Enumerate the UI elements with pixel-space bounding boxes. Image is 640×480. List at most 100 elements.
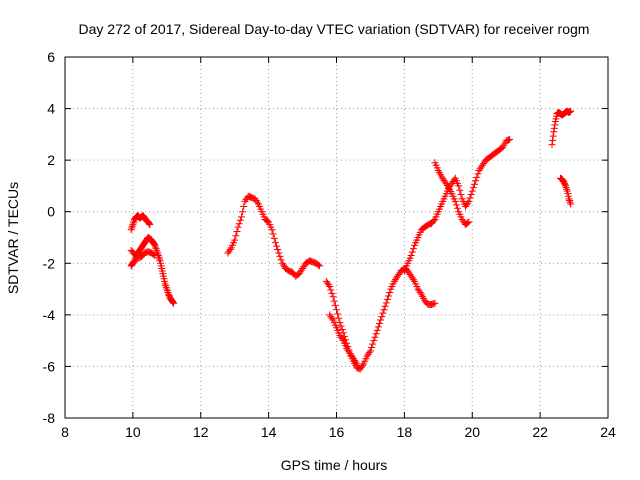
data-point-interp <box>566 198 574 206</box>
data-point <box>562 182 570 190</box>
data-point <box>377 316 385 324</box>
y-tick-label: 0 <box>47 204 55 220</box>
x-tick-label: 20 <box>464 424 480 440</box>
data-point <box>567 200 575 208</box>
series-seg-a-mid <box>127 246 159 262</box>
data-point-interp <box>239 208 247 216</box>
data-point-interp <box>168 298 176 306</box>
chart-title: Day 272 of 2017, Sidereal Day-to-day VTE… <box>79 21 590 37</box>
data-point <box>506 136 514 144</box>
plot-frame <box>64 56 609 419</box>
series-seg-f-low <box>556 174 575 208</box>
x-tick-label: 14 <box>261 424 277 440</box>
data-point <box>548 141 556 149</box>
series-seg-a-lower <box>127 234 178 307</box>
series-seg-b <box>224 192 324 280</box>
data-point <box>465 197 473 205</box>
data-point <box>316 262 324 270</box>
x-tick-label: 18 <box>397 424 413 440</box>
data-point-interp <box>457 191 465 199</box>
data-point-interp <box>270 234 278 242</box>
data-point-interp <box>128 224 136 232</box>
data-point-interp <box>162 283 170 291</box>
data-point-interp <box>325 281 333 289</box>
data-point-interp <box>374 323 382 331</box>
y-axis-label: SDTVAR / TECUs <box>5 182 21 294</box>
series-seg-f-high <box>548 107 575 149</box>
data-point <box>151 252 159 260</box>
data-point <box>472 177 480 185</box>
data-point <box>151 241 159 249</box>
data-point <box>455 182 463 190</box>
data-point-interp <box>276 252 284 260</box>
data-point-interp <box>471 180 479 188</box>
data-point-interp <box>381 302 389 310</box>
data-point <box>234 223 242 231</box>
data-point <box>465 218 473 226</box>
x-axis-label: GPS time / hours <box>281 457 388 473</box>
data-point-interp <box>559 176 567 184</box>
data-point <box>275 249 283 257</box>
data-point-interp <box>386 289 394 297</box>
data-point-interp <box>375 319 383 327</box>
data-point-interp <box>454 204 462 212</box>
data-point <box>271 239 279 247</box>
data-point <box>127 226 135 234</box>
data-point-interp <box>145 219 153 227</box>
data-point-interp <box>163 287 171 295</box>
series-seg-c <box>322 264 439 373</box>
data-point-interp <box>128 222 136 230</box>
data-point-interp <box>379 309 387 317</box>
data-point-interp <box>473 173 481 181</box>
data-point-interp <box>352 358 360 366</box>
y-axis-ticks: -8 -6 -4 -2 0 2 4 6 <box>43 49 608 426</box>
data-point <box>373 326 381 334</box>
data-point-interp <box>409 276 417 284</box>
y-tick-label: -8 <box>43 410 56 426</box>
data-point-interp <box>550 124 558 132</box>
data-point-interp <box>129 219 137 227</box>
data-point-interp <box>152 243 159 251</box>
y-tick-label: 6 <box>47 49 55 65</box>
y-tick-label: -6 <box>43 358 56 374</box>
data-points <box>127 107 575 373</box>
data-point-interp <box>155 255 163 263</box>
gridlines <box>65 57 608 418</box>
data-point <box>146 221 154 229</box>
y-tick-label: -4 <box>43 307 56 323</box>
data-point-interp <box>328 314 336 322</box>
data-point-interp <box>232 232 240 240</box>
y-tick-label: 4 <box>47 101 55 117</box>
data-point <box>353 360 361 368</box>
data-point <box>161 280 169 288</box>
data-point-interp <box>233 227 241 235</box>
data-point-interp <box>443 181 451 189</box>
data-point-interp <box>452 201 460 209</box>
data-point-interp <box>269 230 277 238</box>
data-point-interp <box>371 333 379 341</box>
data-point-interp <box>561 181 569 189</box>
data-point <box>329 293 337 301</box>
data-point-interp <box>236 216 244 224</box>
data-point <box>153 246 161 254</box>
data-point-interp <box>466 194 474 202</box>
data-point-interp <box>469 184 477 192</box>
data-point-interp <box>372 330 380 338</box>
data-point-interp <box>549 132 557 140</box>
data-point-interp <box>338 335 346 343</box>
data-point-interp <box>155 253 163 261</box>
data-point <box>407 252 415 260</box>
data-point-interp <box>335 314 343 322</box>
x-axis-ticks: 8 10 12 14 16 18 20 22 24 <box>61 57 616 440</box>
data-point <box>237 213 245 221</box>
data-point-interp <box>150 240 158 248</box>
data-point-interp <box>408 248 416 256</box>
data-point <box>268 226 276 234</box>
data-point-interp <box>164 289 172 297</box>
data-point-interp <box>129 258 137 266</box>
data-point-interp <box>337 322 345 330</box>
data-point <box>468 187 476 195</box>
x-tick-label: 12 <box>193 424 209 440</box>
data-point-interp <box>152 245 160 253</box>
